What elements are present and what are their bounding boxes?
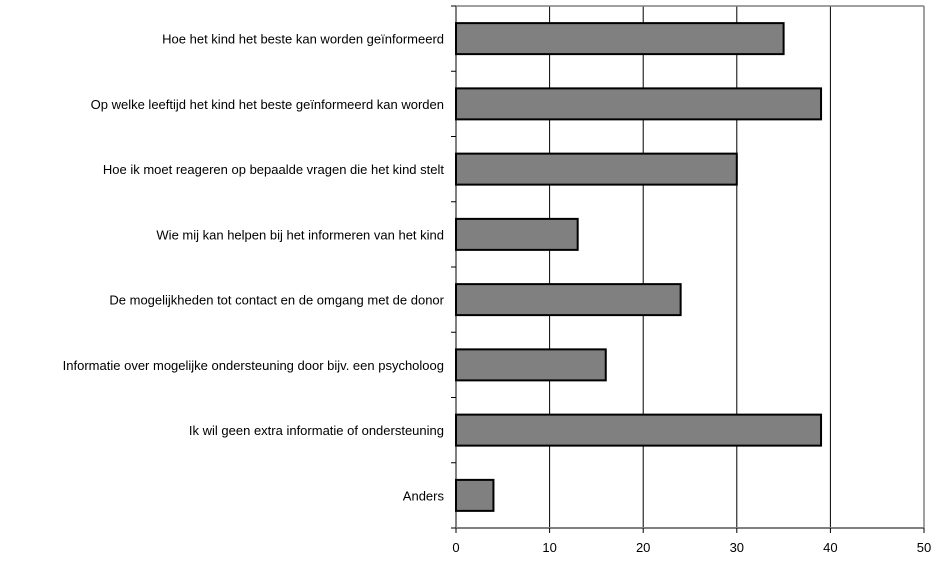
category-label-1: Hoe het kind het beste kan worden geïnfo… [162, 32, 444, 47]
x-tick-label-50: 50 [917, 540, 931, 555]
category-label-4: Wie mij kan helpen bij het informeren va… [156, 227, 444, 242]
tick-labels: 0 10 20 30 40 50 [452, 540, 931, 555]
bar-2 [455, 87, 823, 121]
bar-6 [455, 348, 607, 382]
bar-7 [455, 413, 823, 447]
x-tick-label-0: 0 [452, 540, 459, 555]
x-tick-label-10: 10 [542, 540, 556, 555]
bar-1 [455, 22, 785, 56]
category-label-8: Anders [403, 488, 445, 503]
bar-3 [455, 152, 738, 186]
x-tick-label-20: 20 [636, 540, 650, 555]
category-label-7: Ik wil geen extra informatie of onderste… [189, 423, 444, 438]
x-tick-label-30: 30 [730, 540, 744, 555]
x-tick-label-40: 40 [823, 540, 837, 555]
category-labels: Hoe het kind het beste kan worden geïnfo… [63, 32, 445, 504]
axes [451, 5, 925, 533]
category-label-5: De mogelijkheden tot contact en de omgan… [109, 293, 444, 308]
bar-4 [455, 217, 579, 251]
bars [455, 22, 823, 512]
category-label-6: Informatie over mogelijke ondersteuning … [63, 358, 444, 373]
bar-5 [455, 283, 682, 317]
category-label-2: Op welke leeftijd het kind het beste geï… [91, 97, 444, 112]
grid-lines [549, 6, 925, 528]
bar-8 [455, 478, 495, 512]
category-label-3: Hoe ik moet reageren op bepaalde vragen … [103, 162, 444, 177]
